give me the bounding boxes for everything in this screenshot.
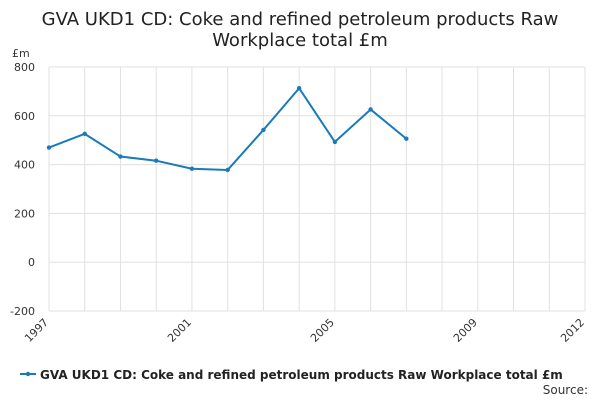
data-point [225, 167, 230, 173]
grid-layer [48, 66, 586, 312]
x-tick-label: 1997 [22, 316, 51, 345]
x-tick-label: 2001 [165, 316, 194, 345]
y-tick-label: 400 [14, 159, 35, 172]
legend-label: GVA UKD1 CD: Coke and refined petroleum … [40, 368, 563, 382]
data-point [296, 86, 302, 91]
data-point [154, 158, 159, 163]
data-point [118, 154, 123, 159]
data-point [82, 131, 87, 137]
data-point [189, 166, 195, 171]
legend-swatch-marker [25, 371, 31, 377]
series-layer [46, 86, 409, 173]
x-tick-label: 2009 [451, 316, 480, 345]
source-label: Source: [543, 383, 588, 397]
x-tick-label: 2012 [558, 316, 587, 345]
x-tick-label: 2005 [308, 316, 337, 345]
y-unit-label: £m [12, 47, 30, 60]
legend: GVA UKD1 CD: Coke and refined petroleum … [20, 368, 563, 382]
y-tick-label: 800 [14, 61, 35, 74]
y-tick-label: 200 [14, 207, 35, 220]
x-tick-labels: 1997 2001 2005 2009 2012 [22, 316, 587, 345]
y-tick-label: -200 [10, 305, 35, 318]
y-tick-labels: -200 0 200 400 600 800 [10, 61, 35, 318]
y-tick-label: 0 [28, 256, 35, 269]
data-point [404, 136, 409, 141]
chart-title-line-2: Workplace total £m [212, 30, 388, 51]
data-point [261, 127, 266, 133]
data-point [368, 107, 373, 112]
data-point [46, 145, 52, 150]
chart-title-line-1: GVA UKD1 CD: Coke and refined petroleum … [42, 9, 559, 30]
data-point [332, 139, 338, 145]
y-tick-label: 600 [14, 110, 35, 123]
